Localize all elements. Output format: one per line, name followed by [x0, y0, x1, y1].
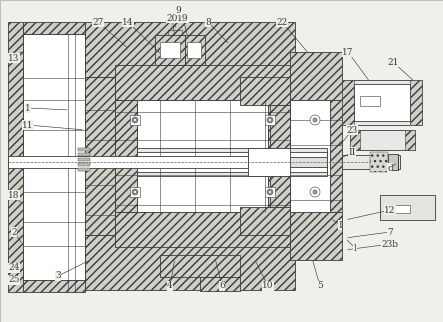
Text: 4: 4: [167, 281, 173, 290]
Bar: [85, 77, 115, 235]
Circle shape: [133, 191, 136, 194]
Text: 7: 7: [387, 228, 393, 236]
Bar: [240, 77, 290, 105]
Circle shape: [313, 190, 317, 194]
Bar: [342, 80, 422, 125]
Bar: [270, 105, 290, 207]
Bar: [137, 157, 327, 167]
Circle shape: [310, 187, 320, 197]
Bar: [354, 84, 410, 121]
Text: 22: 22: [276, 17, 288, 26]
Text: 11: 11: [22, 120, 34, 129]
Text: 3: 3: [55, 271, 61, 280]
Bar: [290, 100, 330, 212]
Text: 24: 24: [8, 263, 19, 272]
Bar: [115, 77, 290, 235]
Circle shape: [268, 191, 272, 194]
Bar: [185, 35, 205, 65]
Bar: [78, 163, 90, 166]
Text: 23: 23: [346, 126, 358, 135]
Text: l: l: [354, 243, 356, 252]
Text: 20: 20: [166, 14, 178, 23]
Text: 1: 1: [25, 103, 31, 112]
Text: 13: 13: [8, 53, 19, 62]
Text: 9: 9: [175, 5, 181, 14]
Text: 18: 18: [8, 191, 20, 200]
Bar: [78, 168, 90, 171]
Text: I: I: [338, 221, 342, 230]
Bar: [360, 96, 380, 106]
Bar: [405, 130, 415, 150]
Bar: [248, 148, 290, 176]
Text: 25: 25: [8, 276, 20, 285]
Text: 2: 2: [11, 228, 17, 236]
Bar: [350, 130, 415, 150]
Bar: [78, 153, 90, 156]
Bar: [265, 115, 275, 125]
Bar: [265, 187, 275, 197]
Bar: [137, 148, 327, 176]
Bar: [23, 280, 85, 292]
Text: 27: 27: [92, 17, 104, 26]
Circle shape: [132, 189, 138, 195]
Bar: [23, 22, 85, 34]
Bar: [410, 80, 422, 125]
Bar: [78, 148, 90, 151]
Bar: [23, 34, 85, 280]
Circle shape: [132, 117, 138, 123]
Bar: [380, 195, 435, 220]
Bar: [330, 100, 342, 212]
Bar: [370, 152, 388, 172]
Bar: [130, 115, 140, 125]
Bar: [137, 152, 327, 172]
Circle shape: [267, 117, 273, 123]
Circle shape: [310, 115, 320, 125]
Bar: [8, 22, 23, 292]
Text: 12: 12: [385, 205, 396, 214]
Circle shape: [268, 118, 272, 121]
Bar: [200, 277, 240, 291]
Bar: [240, 207, 290, 235]
Bar: [160, 255, 240, 277]
Bar: [268, 100, 290, 212]
Circle shape: [267, 189, 273, 195]
Bar: [8, 156, 248, 168]
Text: II: II: [348, 147, 356, 156]
Bar: [115, 100, 137, 212]
Bar: [85, 22, 295, 77]
Text: 14: 14: [122, 17, 134, 26]
Text: 6: 6: [219, 281, 225, 290]
Bar: [85, 235, 295, 290]
Bar: [290, 52, 342, 100]
Text: 10: 10: [262, 281, 274, 290]
Bar: [115, 212, 290, 247]
Bar: [78, 158, 90, 161]
Circle shape: [133, 118, 136, 121]
Circle shape: [313, 118, 317, 122]
Text: 21: 21: [387, 58, 399, 67]
Bar: [342, 155, 400, 169]
Bar: [187, 42, 201, 58]
Bar: [388, 154, 398, 170]
Bar: [290, 212, 342, 260]
Text: d: d: [387, 164, 393, 173]
Bar: [160, 42, 180, 58]
Bar: [115, 65, 290, 100]
Text: 19: 19: [177, 14, 189, 23]
Bar: [395, 205, 410, 213]
Text: 23b: 23b: [381, 240, 399, 249]
Bar: [342, 80, 354, 125]
Text: 17: 17: [342, 48, 354, 56]
Bar: [155, 35, 185, 65]
Text: 8: 8: [205, 17, 211, 26]
Bar: [130, 187, 140, 197]
Bar: [350, 130, 360, 150]
Bar: [137, 100, 268, 212]
Text: 5: 5: [317, 281, 323, 290]
